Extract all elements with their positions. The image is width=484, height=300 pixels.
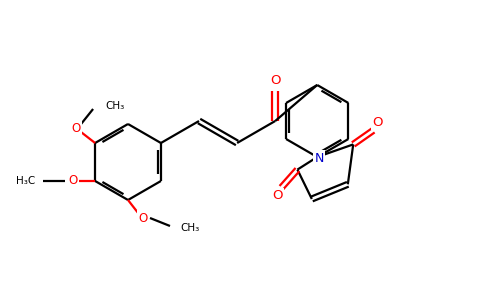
Text: H₃C: H₃C <box>16 176 35 186</box>
Text: CH₃: CH₃ <box>180 223 199 233</box>
Text: O: O <box>270 74 280 88</box>
Text: N: N <box>315 152 324 164</box>
Text: O: O <box>272 189 283 202</box>
Text: O: O <box>138 212 148 224</box>
Text: O: O <box>68 175 78 188</box>
Text: O: O <box>72 122 81 136</box>
Text: O: O <box>372 116 382 129</box>
Text: CH₃: CH₃ <box>105 101 124 111</box>
